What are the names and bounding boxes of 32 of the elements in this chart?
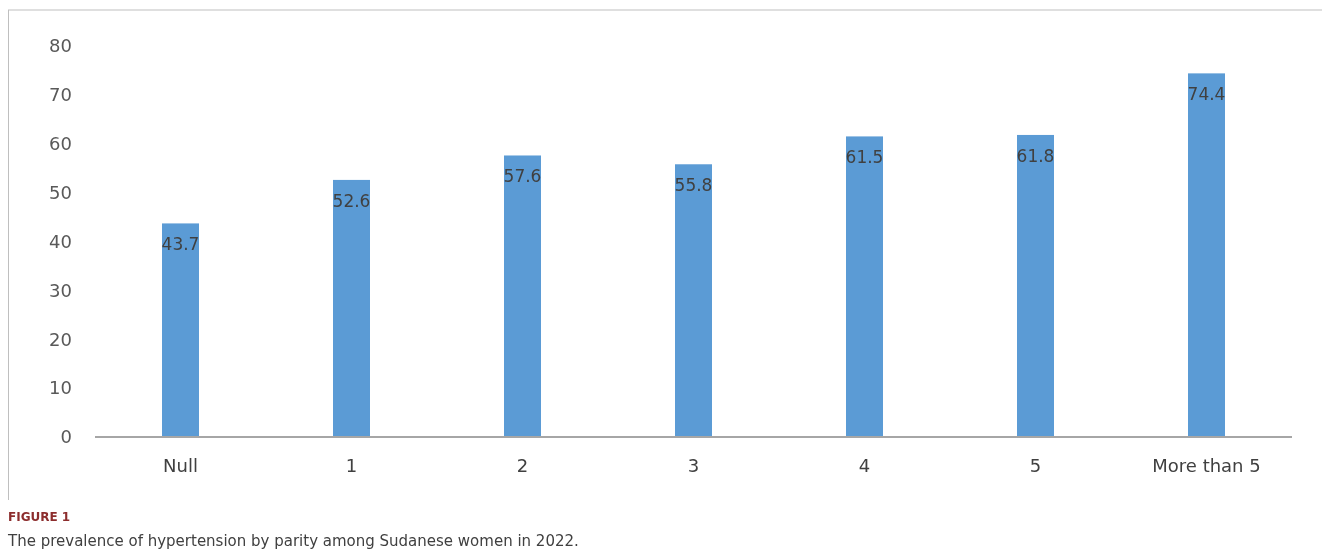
y-tick-label: 0	[60, 426, 72, 448]
bar	[504, 155, 541, 437]
y-tick-label: 10	[49, 377, 72, 399]
bar	[1188, 73, 1225, 437]
bar	[162, 223, 199, 437]
data-label: 57.6	[503, 166, 542, 187]
y-tick-label: 70	[49, 84, 72, 106]
bar	[333, 179, 370, 437]
y-tick-label: 30	[49, 279, 72, 301]
y-tick-label: 60	[49, 133, 72, 155]
y-tick-label: 80	[49, 35, 72, 57]
x-tick-label: 4	[858, 455, 871, 476]
data-label: 61.5	[845, 147, 884, 168]
bar	[846, 136, 883, 437]
x-tick-label: 2	[516, 455, 529, 476]
x-tick-label: More than 5	[1152, 455, 1261, 476]
caption: FIGURE 1	[8, 510, 71, 524]
data-label: 74.4	[1187, 84, 1226, 105]
x-tick-label: 3	[687, 455, 700, 476]
bar	[675, 164, 712, 437]
y-tick-label: 20	[49, 328, 72, 350]
data-label: 61.8	[1016, 145, 1055, 166]
y-tick-label: 40	[49, 230, 72, 252]
data-label: 52.6	[332, 190, 371, 211]
data-label: 43.7	[161, 234, 200, 255]
bar	[1017, 134, 1054, 437]
data-label: 55.8	[674, 175, 713, 196]
text: The prevalence of hypertension by parity among Sudanese women in 2022.	[7, 532, 579, 550]
x-tick-label: 5	[1029, 455, 1042, 476]
x-tick-label: Null	[163, 455, 198, 476]
x-tick-label: 1	[345, 455, 358, 476]
y-tick-label: 50	[49, 181, 72, 203]
